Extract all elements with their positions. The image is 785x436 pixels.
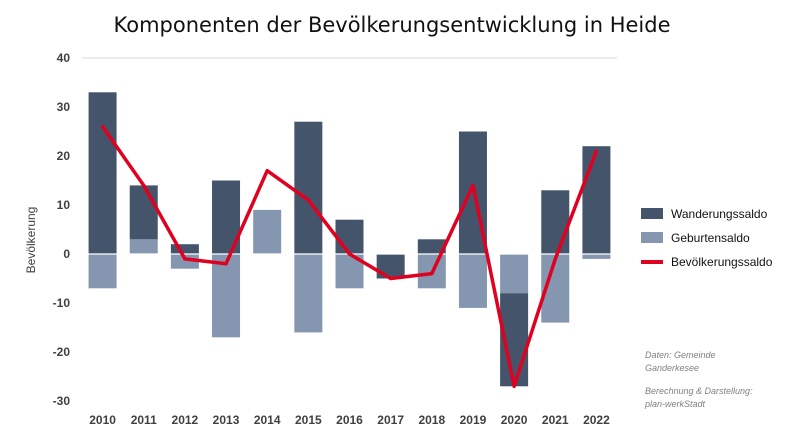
x-tick-label: 2017: [377, 413, 404, 427]
bar-geburtensaldo-2010: [88, 254, 117, 289]
x-tick-label: 2011: [131, 413, 157, 427]
bar-geburtensaldo-2015: [294, 254, 323, 333]
bar-wanderungssaldo-2011: [129, 185, 158, 240]
source-line-2: Ganderkesee: [645, 363, 699, 373]
point-bevoelkerungssaldo-2017: [389, 276, 393, 281]
point-bevoelkerungssaldo-2014: [265, 169, 269, 173]
point-bevoelkerungssaldo-2012: [183, 257, 187, 261]
y-tick-label: 40: [57, 51, 71, 65]
bar-wanderungssaldo-2021: [541, 190, 570, 254]
point-bevoelkerungssaldo-2020: [512, 384, 516, 388]
source-note: Daten: Gemeinde Ganderkesee Berechnung &…: [644, 350, 753, 409]
point-bevoelkerungssaldo-2016: [347, 252, 352, 256]
legend: Wanderungssaldo Geburtensaldo Bevölkerun…: [641, 207, 773, 269]
credit-line-2: plan-werkStadt: [644, 399, 706, 409]
y-tick-label: 30: [57, 100, 71, 114]
x-tick-label: 2013: [213, 413, 240, 427]
y-tick-label: -20: [53, 345, 71, 359]
point-bevoelkerungssaldo-2010: [100, 125, 105, 129]
legend-label-geburtensaldo: Geburtensaldo: [671, 231, 750, 245]
bar-geburtensaldo-2013: [212, 254, 241, 338]
point-bevoelkerungssaldo-2018: [430, 272, 434, 276]
bar-geburtensaldo-2022: [582, 254, 611, 259]
point-bevoelkerungssaldo-2015: [306, 198, 310, 202]
x-tick-label: 2022: [583, 413, 610, 427]
bar-wanderungssaldo-2015: [294, 121, 323, 254]
plot-area: [82, 57, 617, 389]
point-bevoelkerungssaldo-2019: [471, 183, 475, 187]
x-tick-label: 2018: [418, 413, 445, 427]
x-tick-label: 2010: [89, 413, 116, 427]
bar-wanderungssaldo-2016: [335, 219, 364, 254]
bar-geburtensaldo-2011: [129, 239, 158, 254]
bar-wanderungssaldo-2017: [376, 254, 405, 279]
x-tick-label: 2016: [336, 413, 363, 427]
bar-wanderungssaldo-2018: [417, 239, 446, 254]
x-tick-label: 2021: [542, 413, 569, 427]
legend-swatch-wanderungssaldo: [641, 208, 663, 219]
bar-wanderungssaldo-2010: [88, 92, 117, 254]
chart-title: Komponenten der Bevölkerungsentwicklung …: [114, 13, 671, 37]
source-line-1: Daten: Gemeinde: [645, 350, 716, 360]
bar-wanderungssaldo-2012: [170, 244, 199, 254]
legend-swatch-geburtensaldo: [641, 232, 663, 243]
bar-geburtensaldo-2020: [500, 254, 529, 294]
y-tick-label: -30: [53, 394, 71, 408]
point-bevoelkerungssaldo-2022: [594, 149, 599, 153]
y-tick-labels: 40 30 20 10 0 -10 -20 -30: [53, 51, 71, 408]
bar-geburtensaldo-2019: [458, 254, 487, 308]
y-tick-label: -10: [53, 296, 71, 310]
credit-line-1: Berechnung & Darstellung:: [645, 386, 753, 396]
x-tick-label: 2019: [460, 413, 487, 427]
point-bevoelkerungssaldo-2013: [224, 262, 228, 266]
bar-wanderungssaldo-2022: [582, 146, 611, 254]
x-tick-label: 2015: [295, 413, 322, 427]
x-tick-label: 2012: [172, 413, 199, 427]
x-tick-labels: 2010 2011 2012 2013 2014 2015 2016 2017 2018 2019…: [89, 413, 610, 427]
x-tick-label: 2014: [254, 413, 281, 427]
y-tick-label: 20: [57, 149, 71, 163]
point-bevoelkerungssaldo-2011: [142, 183, 146, 187]
legend-label-wanderungssaldo: Wanderungssaldo: [671, 207, 768, 221]
bar-geburtensaldo-2014: [253, 209, 282, 254]
bar-geburtensaldo-2012: [170, 254, 199, 269]
y-tick-label: 0: [63, 247, 70, 261]
legend-label-bevoelkerungssaldo: Bevölkerungssaldo: [671, 255, 773, 269]
y-tick-label: 10: [57, 198, 71, 212]
x-tick-label: 2020: [501, 413, 528, 427]
y-axis-label: Bevölkerung: [24, 207, 38, 274]
point-bevoelkerungssaldo-2021: [553, 257, 557, 261]
